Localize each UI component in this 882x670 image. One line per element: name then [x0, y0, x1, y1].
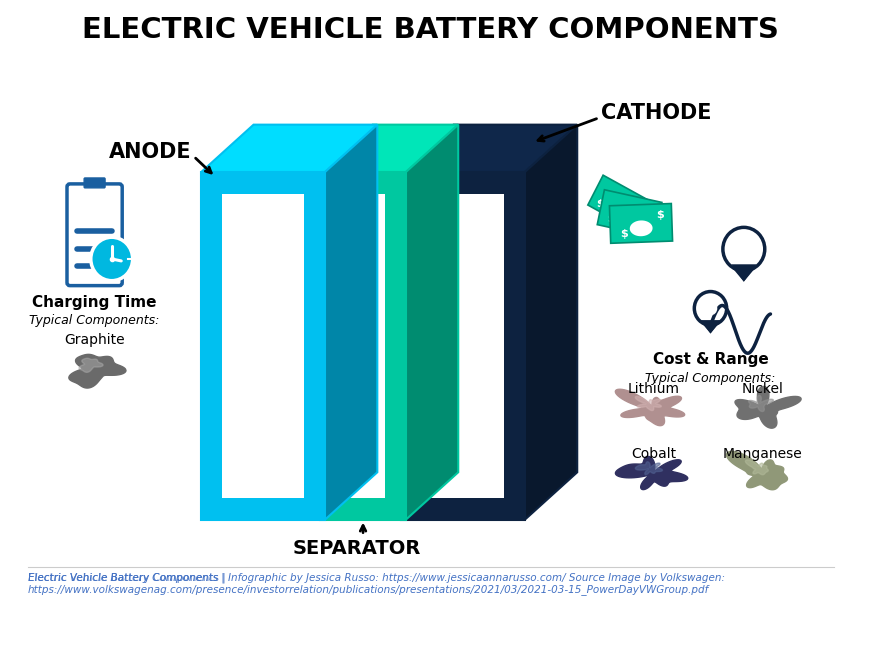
Polygon shape: [222, 194, 304, 498]
Text: $: $: [607, 214, 615, 224]
Polygon shape: [401, 125, 577, 172]
FancyBboxPatch shape: [67, 184, 123, 285]
Text: CATHODE: CATHODE: [601, 103, 712, 123]
Polygon shape: [79, 358, 103, 373]
Text: ELECTRIC VEHICLE BATTERY COMPONENTS: ELECTRIC VEHICLE BATTERY COMPONENTS: [82, 16, 779, 44]
Polygon shape: [525, 125, 577, 520]
Polygon shape: [422, 194, 504, 498]
Text: Lithium: Lithium: [627, 383, 679, 397]
Text: Electric Vehicle Battery Components |: Electric Vehicle Battery Components |: [28, 572, 229, 582]
Polygon shape: [701, 320, 721, 334]
Text: $: $: [637, 201, 645, 211]
Polygon shape: [635, 397, 662, 411]
Polygon shape: [597, 190, 662, 237]
Polygon shape: [726, 260, 762, 281]
Polygon shape: [320, 125, 459, 172]
Polygon shape: [616, 456, 688, 490]
Polygon shape: [341, 194, 385, 498]
Polygon shape: [635, 462, 662, 474]
Polygon shape: [325, 125, 377, 520]
Text: Charging Time: Charging Time: [33, 295, 157, 310]
FancyBboxPatch shape: [84, 178, 105, 188]
Polygon shape: [630, 220, 653, 237]
Polygon shape: [735, 387, 801, 428]
Polygon shape: [69, 354, 126, 388]
Circle shape: [91, 237, 132, 281]
Text: $: $: [620, 229, 628, 239]
Text: Electric Vehicle Battery Components | Infographic by Jessica Russo: https://www.: Electric Vehicle Battery Components | In…: [28, 572, 725, 595]
Polygon shape: [745, 460, 768, 474]
Polygon shape: [731, 264, 757, 281]
Polygon shape: [607, 199, 629, 217]
Text: Nickel: Nickel: [742, 383, 784, 397]
Circle shape: [735, 240, 752, 258]
Polygon shape: [201, 125, 377, 172]
Text: Typical Components:: Typical Components:: [646, 372, 775, 385]
Polygon shape: [609, 204, 673, 243]
Text: Manganese: Manganese: [723, 447, 803, 460]
Text: $: $: [646, 205, 654, 215]
Text: Graphite: Graphite: [64, 333, 125, 347]
Polygon shape: [616, 389, 684, 425]
Polygon shape: [320, 172, 406, 520]
Polygon shape: [201, 172, 325, 520]
Polygon shape: [401, 172, 525, 520]
Text: Typical Components:: Typical Components:: [29, 314, 160, 327]
Polygon shape: [727, 452, 788, 490]
Polygon shape: [617, 210, 639, 226]
Text: ANODE: ANODE: [108, 142, 191, 162]
Polygon shape: [697, 317, 724, 334]
Text: Cobalt: Cobalt: [631, 447, 676, 460]
Text: $: $: [656, 210, 663, 220]
Text: $: $: [596, 199, 604, 209]
Polygon shape: [406, 125, 459, 520]
Polygon shape: [749, 395, 774, 411]
Text: Cost & Range: Cost & Range: [653, 352, 768, 366]
Polygon shape: [587, 175, 653, 232]
Text: SEPARATOR: SEPARATOR: [292, 539, 421, 558]
Circle shape: [704, 302, 717, 316]
